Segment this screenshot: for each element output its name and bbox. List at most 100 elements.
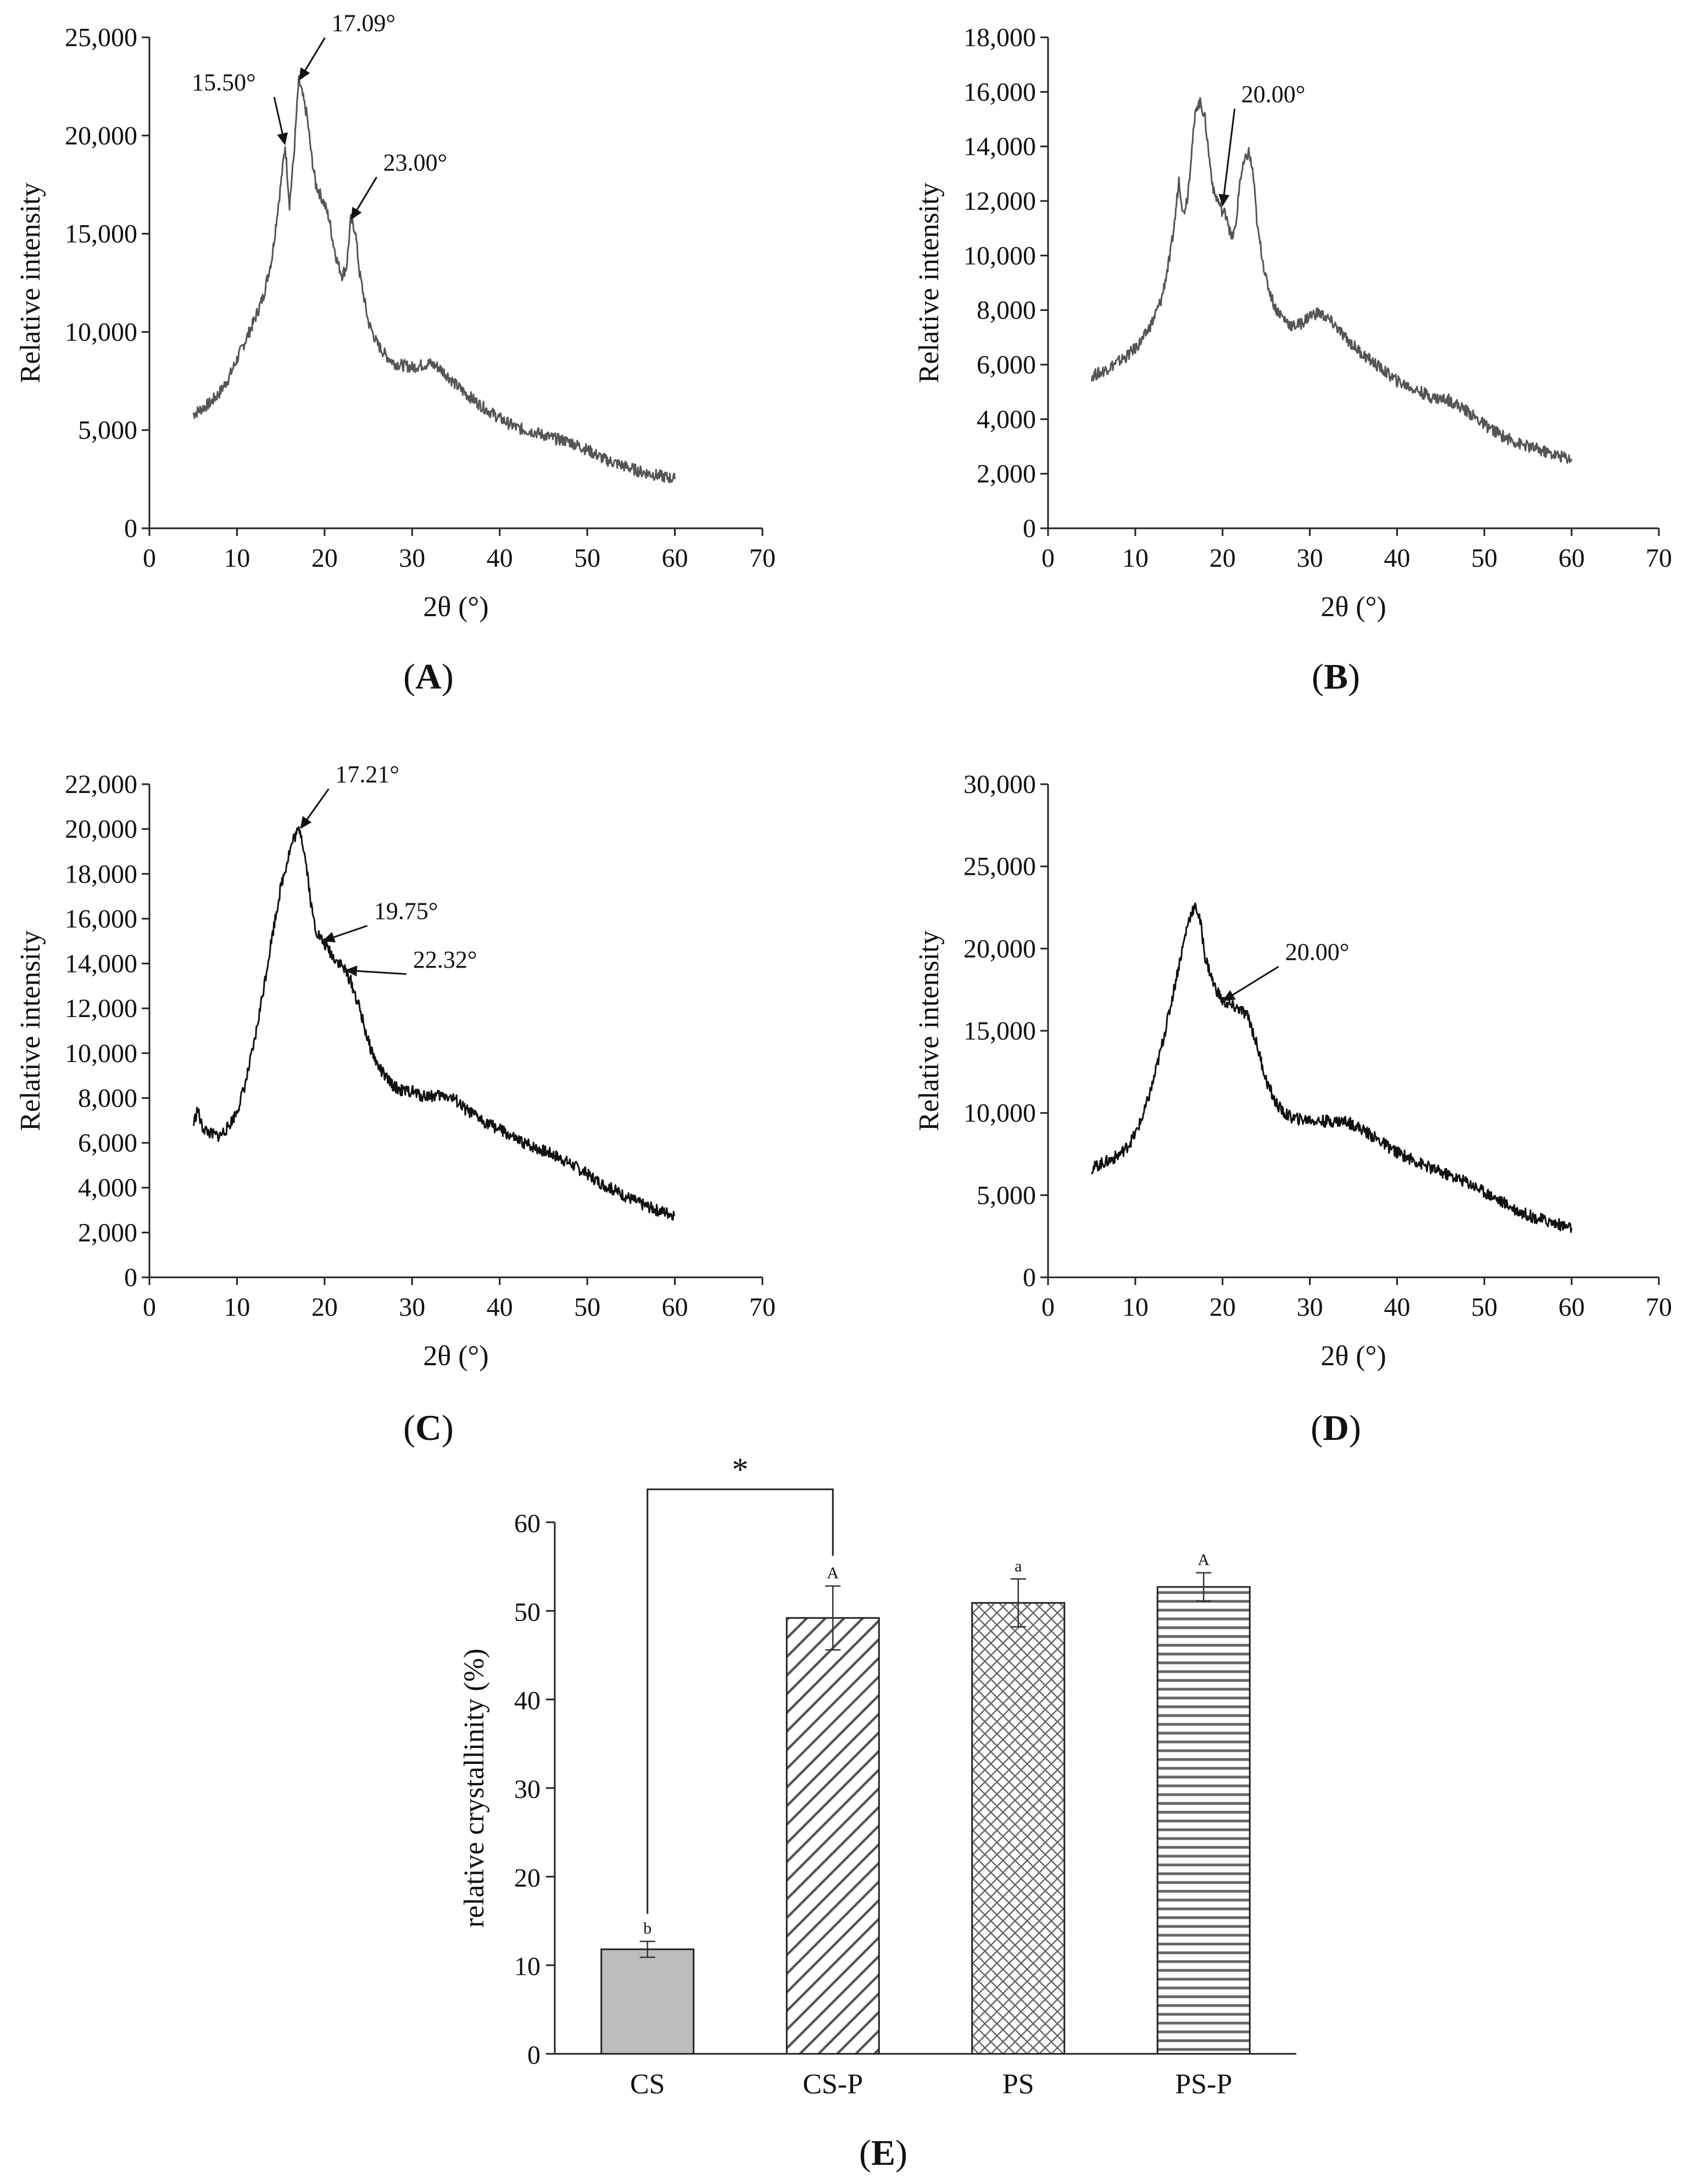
- x-tick-label: 60: [662, 1293, 688, 1322]
- y-tick-label: 14,000: [65, 949, 137, 979]
- x-tick-label: 0: [1041, 544, 1055, 573]
- x-tick-label: 40: [1384, 544, 1410, 573]
- x-tick-label: 20: [311, 544, 338, 573]
- y-tick-label: 20: [514, 1863, 540, 1892]
- annotation-arrowhead: [1222, 990, 1236, 1002]
- y-tick-label: 20,000: [65, 121, 137, 150]
- panel-a-chart: 0 5,000 10,000 15,000 20,000 25,000 0 10 20 30 40 5…: [15, 10, 776, 623]
- y-tick-label: 5,000: [78, 416, 137, 445]
- x-tick-label: 0: [143, 544, 156, 573]
- annotation-arrowhead: [277, 132, 288, 146]
- bar-ps-p: [1156, 1586, 1251, 2055]
- x-tick-label: 60: [1558, 1293, 1585, 1322]
- annotation-arrow: [1222, 108, 1236, 204]
- x-tick-label: 20: [1210, 544, 1236, 573]
- panel-b-chart: 0 2,000 4,000 6,000 8,000 10,000 12,000 14,000 1…: [913, 23, 1672, 623]
- x-tick-label: 70: [749, 544, 776, 573]
- y-tick-label: 4,000: [78, 1174, 137, 1203]
- x-tick-label: 60: [1558, 544, 1585, 573]
- x-tick-label: 70: [1646, 1293, 1672, 1322]
- series-line-ps: [192, 826, 676, 1221]
- panel-e-chart: 0 10 20 30 40 50 60 relative crystallinity (%) b…: [459, 1451, 1296, 2100]
- y-tick-label: 10,000: [963, 241, 1036, 270]
- y-tick-label: 2,000: [78, 1218, 137, 1247]
- bar-cs-p: [785, 1617, 880, 2055]
- x-tick-label: 10: [224, 1293, 250, 1322]
- y-tick-label: 25,000: [963, 852, 1036, 881]
- y-tick-label: 10: [514, 1952, 540, 1981]
- y-tick-label: 12,000: [963, 187, 1036, 216]
- x-tick-label: 40: [487, 1293, 513, 1322]
- y-tick-label: 18,000: [65, 859, 137, 889]
- annotation-label: 17.21°: [335, 761, 399, 788]
- x-axis-label: 2θ (°): [423, 591, 488, 623]
- series-line-ps-p: [1091, 902, 1573, 1233]
- panel-e: 0 10 20 30 40 50 60 relative crystallinity (%) b…: [459, 1451, 1296, 2173]
- x-tick-label: 50: [574, 544, 600, 573]
- panel-d: 0 5,000 10,000 15,000 20,000 25,000 30,000 0 10 2…: [913, 770, 1672, 1448]
- y-tick-label: 60: [514, 1509, 540, 1538]
- y-tick-label: 50: [514, 1597, 540, 1627]
- x-tick-label: 40: [1384, 1293, 1410, 1322]
- significance-star: *: [732, 1451, 749, 1488]
- x-tick-label: 30: [399, 1293, 425, 1322]
- y-tick-label: 6,000: [78, 1129, 137, 1158]
- panel-d-chart: 0 5,000 10,000 15,000 20,000 25,000 30,000 0 10 2…: [913, 770, 1672, 1372]
- x-tick-label: 20: [1210, 1293, 1236, 1322]
- y-tick-label: 0: [1023, 514, 1036, 543]
- annotation-label: 19.75°: [374, 898, 438, 925]
- y-tick-label: 8,000: [977, 296, 1036, 325]
- series-line-cs-p: [1090, 97, 1573, 464]
- significance-bracket: [647, 1488, 834, 1914]
- x-tick-label: 60: [662, 544, 688, 573]
- y-tick-label: 10,000: [65, 317, 137, 347]
- x-tick-label: 10: [224, 544, 250, 573]
- annotation-label: 15.50°: [192, 69, 256, 96]
- significance-letter: b: [643, 1919, 651, 1937]
- annotation-arrowhead: [344, 965, 358, 977]
- x-axis-label: 2θ (°): [1320, 591, 1386, 623]
- panel-e-label: (E): [859, 2133, 907, 2173]
- x-tick-label: CS-P: [803, 2069, 863, 2100]
- y-axis-label: Relative intensity: [15, 182, 46, 383]
- y-tick-label: 0: [527, 2041, 540, 2070]
- significance-letter: A: [1197, 1551, 1210, 1569]
- y-tick-label: 30: [514, 1775, 540, 1804]
- y-tick-label: 16,000: [963, 77, 1036, 107]
- x-axis-label: 2θ (°): [1320, 1340, 1386, 1372]
- y-tick-label: 22,000: [65, 770, 137, 799]
- x-tick-label: 10: [1122, 1293, 1149, 1322]
- y-axis-label: relative crystallinity (%): [459, 1649, 490, 1928]
- y-tick-label: 0: [124, 1263, 137, 1292]
- annotation-arrowhead: [300, 815, 312, 829]
- bar-cs: [600, 1948, 695, 2055]
- y-tick-label: 0: [124, 514, 137, 543]
- y-tick-label: 20,000: [65, 815, 137, 844]
- y-tick-label: 15,000: [65, 220, 137, 249]
- y-tick-label: 18,000: [963, 23, 1036, 52]
- y-axis-label: Relative intensity: [913, 930, 945, 1131]
- x-tick-label: 0: [143, 1293, 156, 1322]
- y-tick-label: 8,000: [78, 1083, 137, 1113]
- series-line-cs: [192, 75, 676, 484]
- annotation-arrow: [348, 969, 406, 975]
- annotation-arrowhead: [350, 206, 362, 220]
- significance-letter: a: [1015, 1557, 1022, 1575]
- significance-letter: A: [827, 1564, 839, 1582]
- x-tick-label: 40: [487, 544, 513, 573]
- x-tick-label: 30: [1297, 1293, 1323, 1322]
- panel-b-label: (B): [1312, 657, 1360, 697]
- annotation-label: 17.09°: [331, 10, 395, 37]
- x-tick-label: 0: [1041, 1293, 1055, 1322]
- y-tick-label: 16,000: [65, 904, 137, 934]
- x-tick-label: PS: [1002, 2069, 1034, 2100]
- panel-a: 0 5,000 10,000 15,000 20,000 25,000 0 10 20 30 40 5…: [15, 10, 776, 697]
- y-axis-label: Relative intensity: [913, 182, 945, 383]
- bar-ps: [971, 1602, 1066, 2055]
- panel-c: 0 2,000 4,000 6,000 8,000 10,000 12,000 14,000 1…: [15, 761, 776, 1448]
- x-tick-label: 30: [399, 544, 425, 573]
- annotation-label: 20.00°: [1241, 81, 1306, 108]
- annotation-arrow: [1225, 965, 1279, 1001]
- panel-d-label: (D): [1311, 1408, 1361, 1448]
